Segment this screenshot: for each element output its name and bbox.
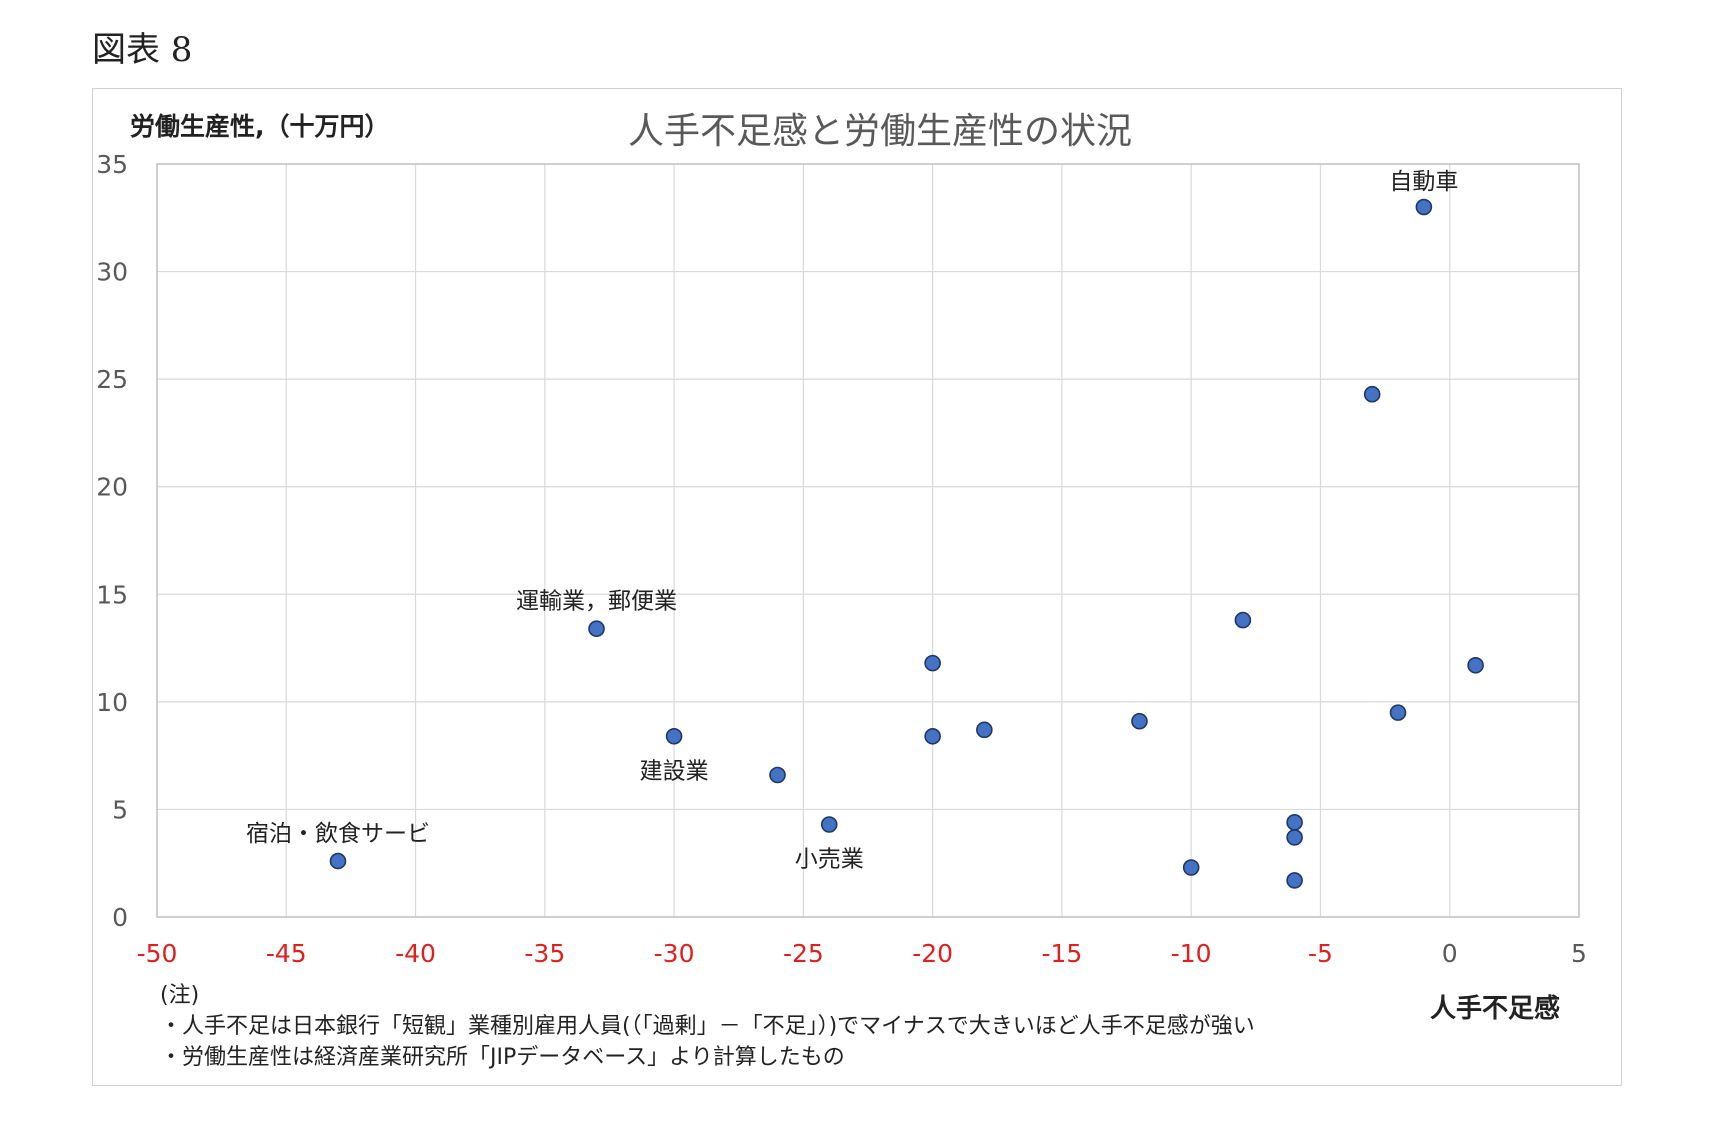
x-tick-label: 5 — [1571, 939, 1587, 968]
data-point — [820, 816, 838, 833]
x-tick-label: -45 — [266, 939, 307, 968]
y-tick-label: 20 — [96, 473, 128, 502]
x-tick-label: -40 — [395, 939, 436, 968]
note-line-2: ・労働生産性は経済産業研究所「JIPデータベース」より計算したもの — [160, 1045, 845, 1070]
data-point — [588, 620, 605, 638]
x-tick-label: -5 — [1308, 939, 1333, 968]
notes: (注) ・人手不足は日本銀行「短観」業種別雇用人員(（「過剰」－「不足」）)でマ… — [160, 980, 1255, 1073]
x-tick-label: 0 — [1442, 939, 1458, 968]
figure-label: 図表 8 — [92, 30, 193, 70]
plot-area-border — [156, 163, 1580, 918]
data-point — [769, 766, 786, 784]
y-tick-label: 15 — [96, 580, 128, 609]
y-tick-label: 30 — [96, 258, 128, 287]
note-header: (注) — [160, 983, 200, 1008]
point-label: 運輸業，郵便業 — [516, 589, 677, 615]
data-points — [329, 198, 1484, 889]
point-label: 建設業 — [640, 758, 709, 784]
grid-lines — [157, 164, 1579, 917]
data-point — [1234, 611, 1252, 629]
y-tick-label: 0 — [112, 903, 128, 932]
note-line-1: ・人手不足は日本銀行「短観」業種別雇用人員(（「過剰」－「不足」）)でマイナスで… — [160, 1014, 1255, 1039]
x-tick-label: -30 — [654, 939, 695, 968]
y-tick-label: 10 — [96, 688, 128, 717]
y-axis-title: 労働生産性,（十万円） — [130, 112, 390, 141]
data-point — [1286, 829, 1303, 846]
data-point — [924, 727, 941, 745]
x-tick-label: -20 — [912, 939, 953, 968]
x-tick-label: -10 — [1171, 939, 1212, 968]
x-tick-label: -25 — [783, 939, 824, 968]
point-label: 自動車 — [1389, 169, 1458, 195]
data-point — [665, 727, 683, 745]
y-tick-labels: 0 5 10 15 20 25 30 35 — [96, 150, 128, 932]
data-point — [1131, 712, 1148, 730]
data-point — [1286, 814, 1303, 831]
data-point — [329, 852, 347, 870]
point-label: 宿泊・飲食サービ — [246, 821, 430, 847]
y-tick-label: 35 — [96, 150, 128, 179]
data-point — [1415, 198, 1433, 216]
data-point — [924, 654, 941, 672]
data-point — [1182, 859, 1200, 876]
y-tick-label: 25 — [96, 365, 128, 394]
data-point — [1286, 872, 1303, 889]
y-tick-label: 5 — [112, 795, 128, 824]
chart-title: 人手不足感と労働生産性の状況 — [628, 111, 1132, 152]
x-tick-label: -35 — [524, 939, 565, 968]
data-point — [976, 721, 993, 739]
x-tick-labels: -50 -45 -40 -35 -30 -25 -20 -15 -10 -5 0 5 — [137, 939, 1587, 968]
chart-frame — [92, 88, 1622, 1086]
x-tick-label: -15 — [1041, 939, 1082, 968]
data-point — [1467, 656, 1484, 674]
x-tick-label: -50 — [137, 939, 178, 968]
data-point — [1363, 385, 1381, 403]
data-point — [1389, 704, 1407, 721]
x-axis-title: 人手不足感 — [1430, 994, 1561, 1024]
point-label: 小売業 — [795, 846, 864, 872]
